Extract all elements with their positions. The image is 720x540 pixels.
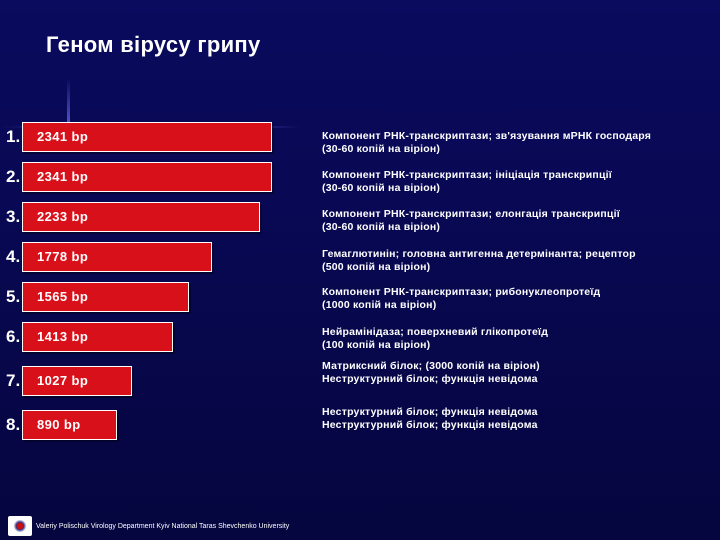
segment-bar (22, 242, 212, 272)
segment-description-line: Компонент РНК-транскриптази; зв'язування… (322, 130, 652, 142)
segment-number: 2. (6, 167, 21, 186)
segment-bar (22, 410, 117, 440)
segment-description-line: Неструктурний білок; функція невідома (322, 406, 538, 418)
segment-length-label: 1778 bp (37, 249, 89, 264)
segment-number: 8. (6, 415, 21, 434)
segment-number: 1. (6, 127, 21, 146)
segment-description-line: (30-60 копій на віріон) (322, 221, 441, 233)
segment-number: 3. (6, 207, 21, 226)
segment-length-label: 1565 bp (37, 289, 89, 304)
segment-length-label: 2341 bp (37, 129, 89, 144)
segment-description-line: Компонент РНК-транскриптази; ініціація т… (322, 169, 612, 181)
segment-description: Матриксний білок; (3000 копій на віріон)… (322, 360, 714, 386)
segment-bar (22, 366, 132, 396)
segment-description-line: Матриксний білок; (3000 копій на віріон) (322, 360, 540, 372)
decorative-vertical-line (67, 78, 70, 128)
segment-description-line: (30-60 копій на віріон) (322, 182, 441, 194)
segment-description-line: Компонент РНК-транскриптази; елонгація т… (322, 208, 620, 220)
segment-description-line: Нейрамінідаза; поверхневий глікопротеїд (322, 326, 549, 338)
segment-description-line: Неструктурний білок; функція невідома (322, 419, 538, 431)
segment-bar (22, 282, 189, 312)
segment-description: Компонент РНК-транскриптази; елонгація т… (322, 208, 714, 234)
segment-bar (22, 322, 173, 352)
slide-title: Геном вірусу грипу (46, 32, 261, 57)
segment-description: Компонент РНК-транскриптази; зв'язування… (322, 130, 714, 156)
segment-bar (22, 162, 272, 192)
segment-length-label: 2233 bp (37, 209, 89, 224)
segment-description-line: (100 копій на віріон) (322, 339, 431, 351)
segment-description: Нейрамінідаза; поверхневий глікопротеїд(… (322, 326, 714, 352)
segment-number: 6. (6, 327, 21, 346)
segment-length-label: 890 bp (37, 417, 81, 432)
university-logo-icon (8, 516, 32, 536)
segment-description-line: Компонент РНК-транскриптази; рибонуклеоп… (322, 286, 601, 298)
segment-description: Неструктурний білок; функція невідома Нес… (322, 406, 714, 432)
segment-description-line: (30-60 копій на віріон) (322, 143, 441, 155)
segment-number: 7. (6, 371, 21, 390)
segment-length-label: 1027 bp (37, 373, 89, 388)
segment-description-line: (500 копій на віріон) (322, 261, 431, 273)
segment-description: Компонент РНК-транскриптази; рибонуклеоп… (322, 286, 714, 312)
segment-length-label: 2341 bp (37, 169, 89, 184)
segment-description-line: Неструктурний білок; функція невідома (322, 373, 538, 385)
segment-description-line: (1000 копій на віріон) (322, 299, 437, 311)
segment-bar (22, 202, 260, 232)
segment-length-label: 1413 bp (37, 329, 89, 344)
segment-description: Гемаглютинін; головна антигенна детермін… (322, 248, 714, 274)
segment-description-line: Гемаглютинін; головна антигенна детермін… (322, 248, 636, 260)
segment-bar (22, 122, 272, 152)
segment-description: Компонент РНК-транскриптази; ініціація т… (322, 169, 714, 195)
segment-number: 5. (6, 287, 21, 306)
footer-credit: Valeriy Polischuk Virology Department Ky… (36, 523, 290, 530)
segment-number: 4. (6, 247, 21, 266)
